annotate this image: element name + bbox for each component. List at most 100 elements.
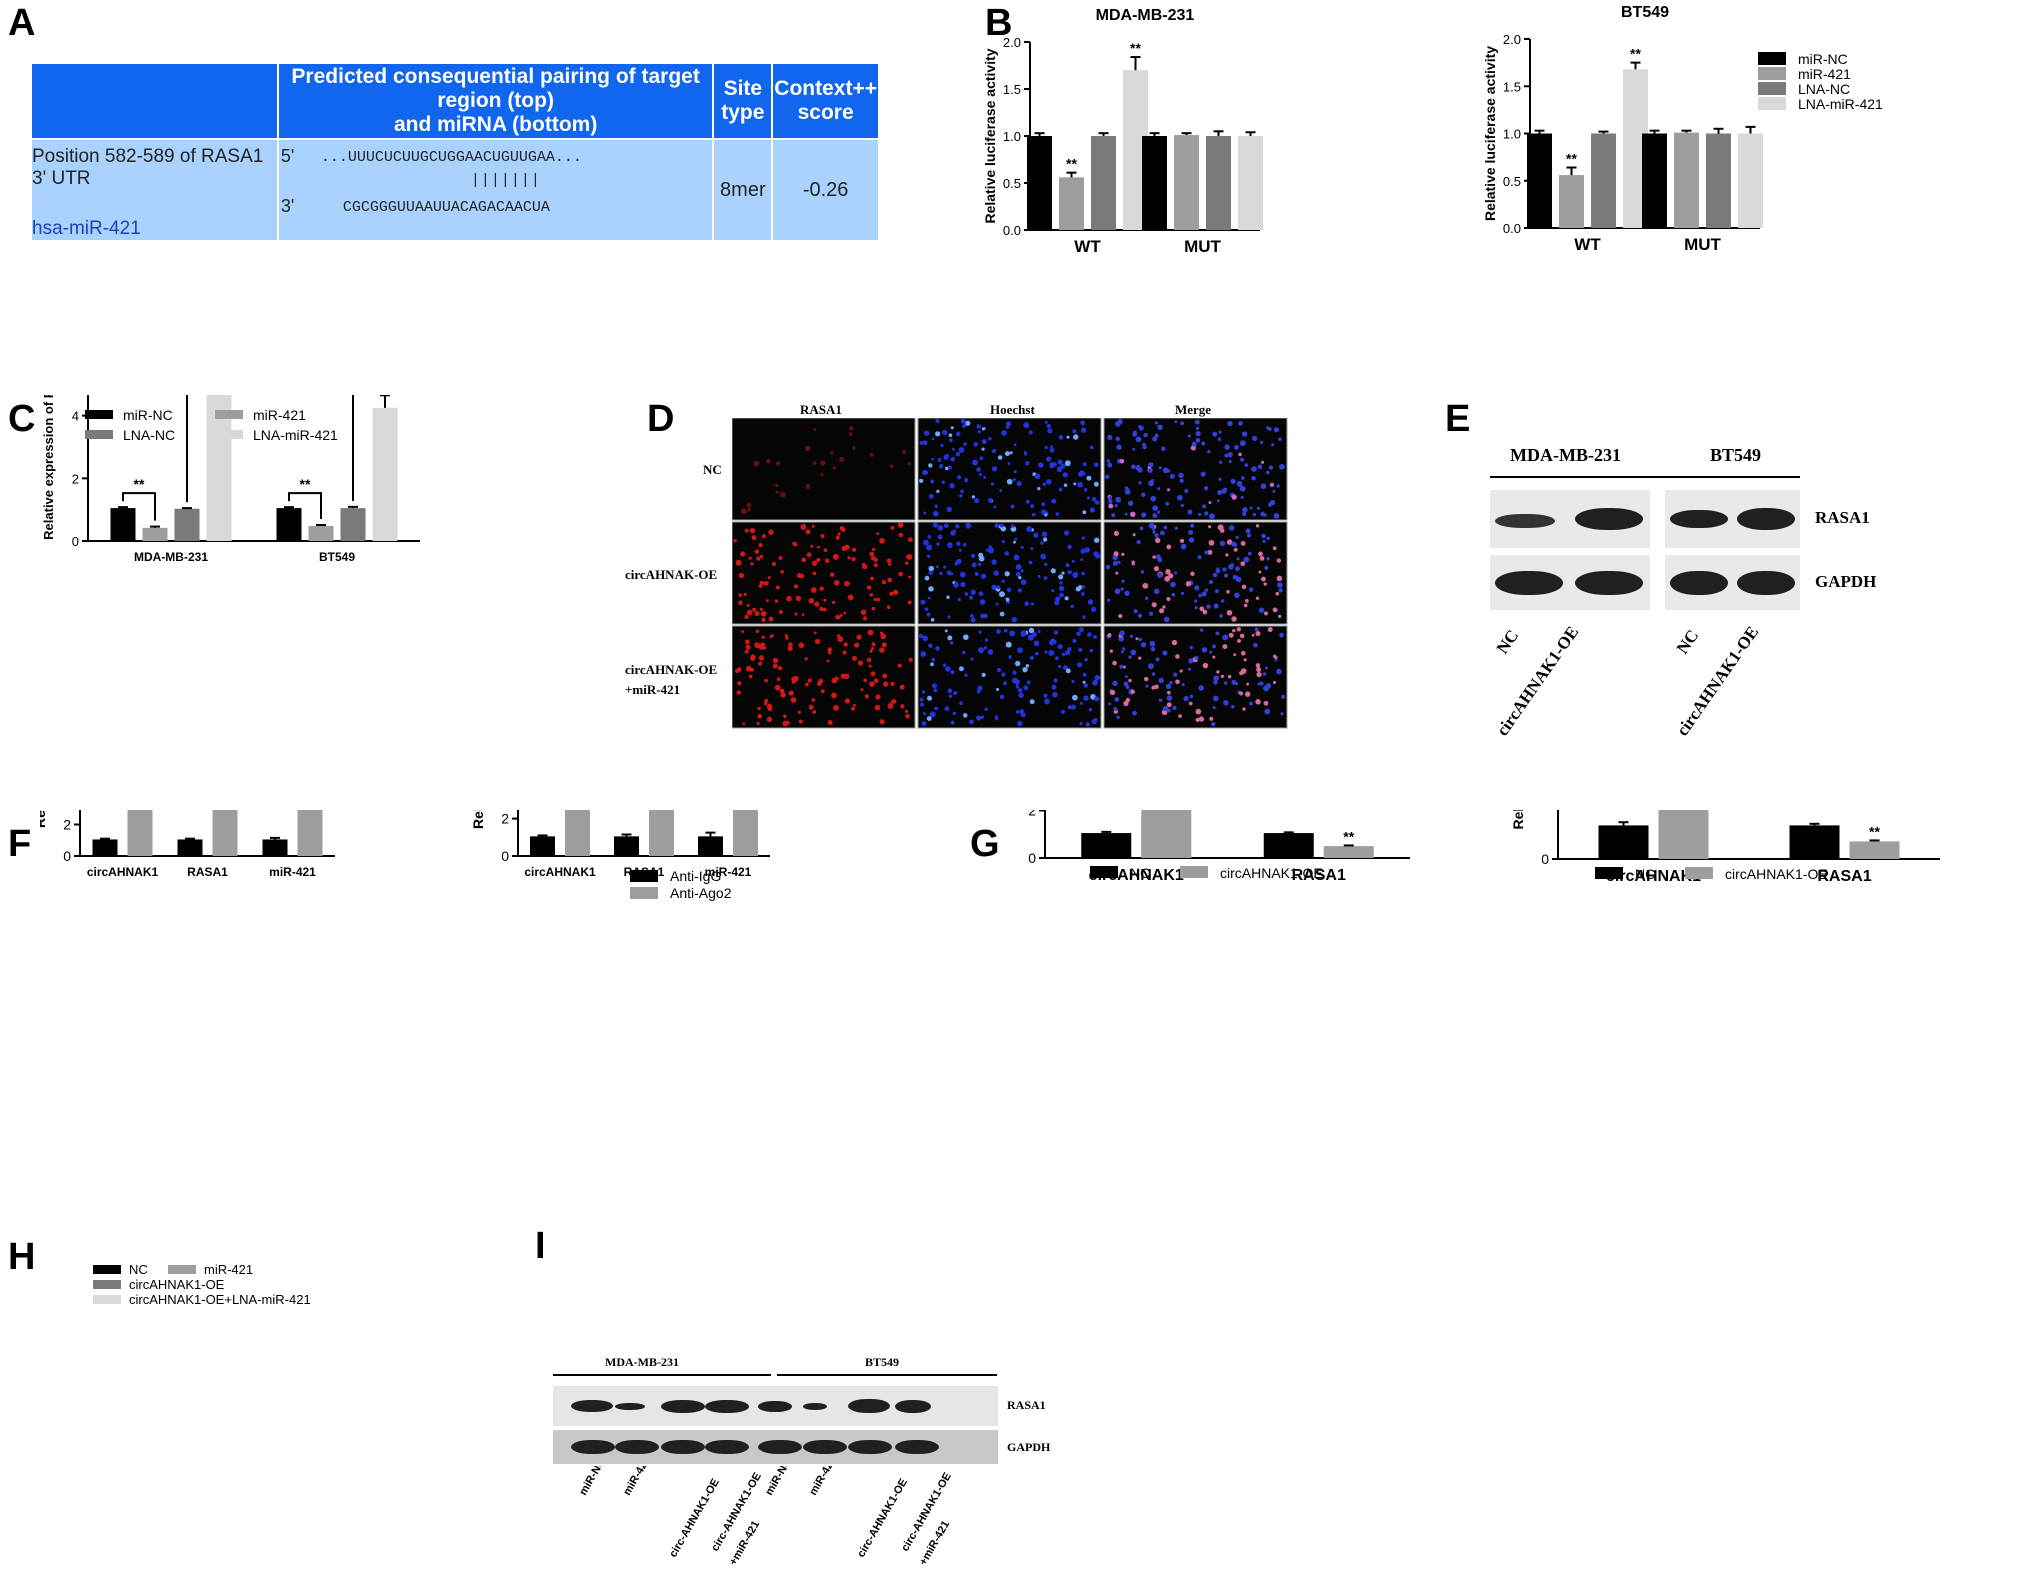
cell-nucleus	[1017, 588, 1023, 593]
wb-e-blot-gapdh-mda	[1490, 555, 1650, 610]
cell-nucleus	[1119, 630, 1125, 636]
cell-nucleus	[981, 439, 987, 445]
cell-nucleus	[873, 678, 879, 684]
cell-nucleus	[1138, 481, 1142, 485]
cell-nucleus	[946, 506, 952, 513]
cell-nucleus	[921, 690, 926, 694]
bar	[698, 836, 723, 856]
cell-nucleus	[1166, 544, 1172, 550]
wb-i-blot-rasa1	[553, 1386, 998, 1426]
cell-nucleus	[876, 597, 881, 602]
cell-nucleus	[1113, 707, 1118, 712]
wb-i-rasa1-band	[848, 1399, 890, 1413]
cell-nucleus	[1195, 426, 1200, 431]
significance-bracket	[352, 395, 354, 501]
cell-nucleus	[1272, 489, 1276, 493]
cell-nucleus	[1080, 427, 1087, 433]
cell-nucleus	[1240, 457, 1245, 462]
cell-nucleus	[1245, 691, 1251, 697]
cell-nucleus	[793, 676, 799, 682]
legend-label: miR-NC	[123, 407, 173, 423]
if-col-rasa1: RASA1	[800, 402, 842, 417]
cell-nucleus	[1236, 627, 1241, 632]
cell-nucleus	[1137, 613, 1143, 618]
mirna-link[interactable]: hsa-miR-421	[32, 218, 141, 239]
cell-nucleus	[777, 666, 783, 671]
cell-nucleus	[1226, 589, 1230, 594]
cell-nucleus	[1084, 547, 1091, 553]
cell-nucleus	[817, 545, 820, 549]
cell-nucleus	[1038, 462, 1044, 468]
cell-nucleus	[964, 592, 969, 596]
cell-nucleus	[1251, 466, 1257, 472]
cell-nucleus	[757, 706, 761, 711]
cell-nucleus	[1031, 632, 1037, 638]
cell-nucleus	[1226, 610, 1233, 616]
cell-nucleus	[960, 489, 964, 494]
cell-nucleus	[1279, 632, 1284, 638]
cell-nucleus	[947, 635, 953, 641]
x-category-label: circAHNAK1	[87, 865, 159, 879]
cell-nucleus	[1272, 546, 1277, 551]
cell-nucleus	[1023, 422, 1030, 429]
cell-nucleus	[981, 672, 986, 678]
cell-nucleus	[785, 636, 789, 640]
cell-nucleus	[1123, 700, 1129, 707]
cell-nucleus	[996, 688, 1000, 692]
cell-nucleus	[1143, 432, 1148, 438]
cell-nucleus	[737, 681, 742, 686]
cell-nucleus	[945, 453, 950, 458]
cell-nucleus	[1056, 466, 1063, 473]
legend-swatch	[85, 430, 113, 439]
wb-e-cell-mda: MDA-MB-231	[1510, 445, 1621, 465]
header-site-line1: Site	[723, 77, 763, 100]
cell-nucleus	[1028, 560, 1033, 565]
cell-nucleus	[1247, 551, 1252, 556]
cell-nucleus	[973, 441, 978, 447]
cell-nucleus	[1243, 603, 1248, 608]
cell-nucleus	[1040, 541, 1044, 545]
cell-nucleus	[1243, 556, 1250, 563]
cell-nucleus	[1260, 576, 1266, 582]
cell-nucleus	[1274, 658, 1278, 662]
cell-nucleus	[754, 549, 760, 554]
cell-nucleus	[1082, 510, 1087, 515]
panel-label-h: H	[8, 1236, 36, 1278]
cell-nucleus	[1131, 560, 1135, 564]
cell-nucleus	[1181, 683, 1185, 687]
legend-swatch	[93, 1265, 121, 1274]
y-axis-label: Relative enrichment	[1010, 810, 1013, 830]
cell-nucleus	[1120, 587, 1124, 591]
cell-nucleus	[1055, 512, 1060, 516]
context-score-value: -0.26	[771, 138, 880, 242]
cell-nucleus	[1107, 462, 1113, 468]
y-tick-label: 1.5	[1003, 82, 1021, 97]
cell-nucleus	[763, 702, 768, 706]
y-tick-label: 0.0	[1003, 223, 1021, 238]
cell-nucleus	[755, 629, 760, 634]
cell-nucleus	[1179, 478, 1184, 483]
cell-nucleus	[1281, 694, 1286, 699]
cell-nucleus	[820, 533, 825, 539]
target-sequence: ...UUUCUCUUGCUGGAACUGUUGAA...	[320, 149, 582, 166]
cell-nucleus	[1259, 440, 1264, 445]
cell-nucleus	[1017, 720, 1023, 727]
cell-nucleus	[1169, 473, 1175, 479]
cell-nucleus	[758, 655, 765, 661]
legend-swatch	[1758, 52, 1786, 65]
cell-nucleus	[847, 594, 854, 601]
cell-nucleus	[849, 426, 854, 431]
cell-nucleus	[1208, 525, 1212, 529]
cell-nucleus	[901, 450, 907, 455]
cell-nucleus	[1202, 609, 1208, 615]
cell-nucleus	[904, 561, 909, 565]
cell-nucleus	[1173, 672, 1178, 677]
wb-i-rasa1-band	[758, 1400, 792, 1412]
cell-nucleus	[1111, 513, 1116, 518]
cell-nucleus	[948, 433, 953, 438]
cell-nucleus	[1073, 482, 1077, 486]
cell-nucleus	[977, 647, 984, 654]
cell-nucleus	[1228, 460, 1232, 464]
bar	[1027, 136, 1052, 230]
x-category-label: MUT	[1184, 237, 1221, 256]
